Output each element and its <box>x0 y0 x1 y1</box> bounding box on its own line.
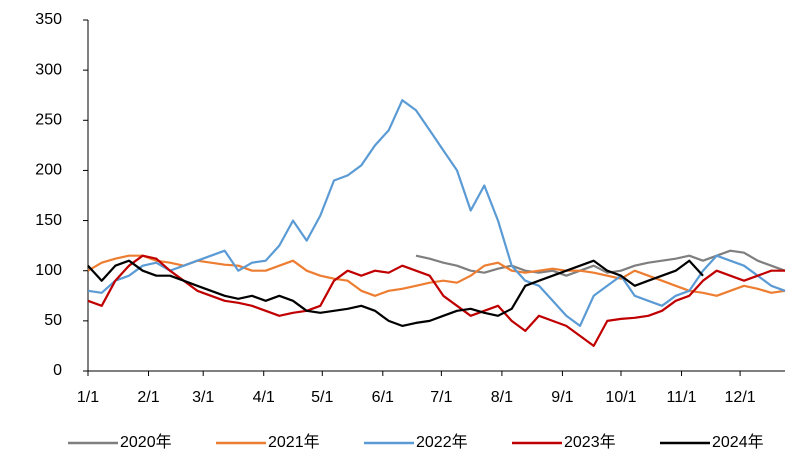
y-tick-label: 0 <box>53 362 62 379</box>
y-tick-label: 350 <box>35 11 62 28</box>
y-tick-label: 300 <box>35 61 62 78</box>
legend-label: 2023年 <box>564 433 616 451</box>
legend-label: 2020年 <box>120 433 172 451</box>
x-tick-label: 9/1 <box>551 389 573 406</box>
x-tick-label: 5/1 <box>311 389 333 406</box>
legend-label: 2021年 <box>268 433 320 451</box>
x-tick-label: 7/1 <box>430 389 452 406</box>
y-tick-label: 200 <box>35 162 62 179</box>
x-tick-label: 10/1 <box>605 389 636 406</box>
x-tick-label: 8/1 <box>491 389 513 406</box>
series-line <box>87 99 786 327</box>
y-tick-label: 250 <box>35 112 62 129</box>
series-line <box>87 254 786 297</box>
x-tick-label: 1/1 <box>77 389 99 406</box>
series-line <box>415 249 786 277</box>
series-line <box>87 254 785 347</box>
x-tick-label: 2/1 <box>137 389 159 406</box>
x-tick-label: 12/1 <box>725 389 756 406</box>
y-tick-label: 150 <box>35 212 62 229</box>
x-tick-label: 11/1 <box>667 389 697 406</box>
x-tick-label: 4/1 <box>253 389 275 406</box>
legend-label: 2022年 <box>416 433 468 451</box>
y-tick-label: 50 <box>44 312 62 329</box>
series-line <box>87 259 704 327</box>
x-tick-label: 3/1 <box>192 389 214 406</box>
x-tick-label: 6/1 <box>372 389 394 406</box>
legend-label: 2024年 <box>712 433 764 451</box>
y-tick-label: 100 <box>35 262 62 279</box>
